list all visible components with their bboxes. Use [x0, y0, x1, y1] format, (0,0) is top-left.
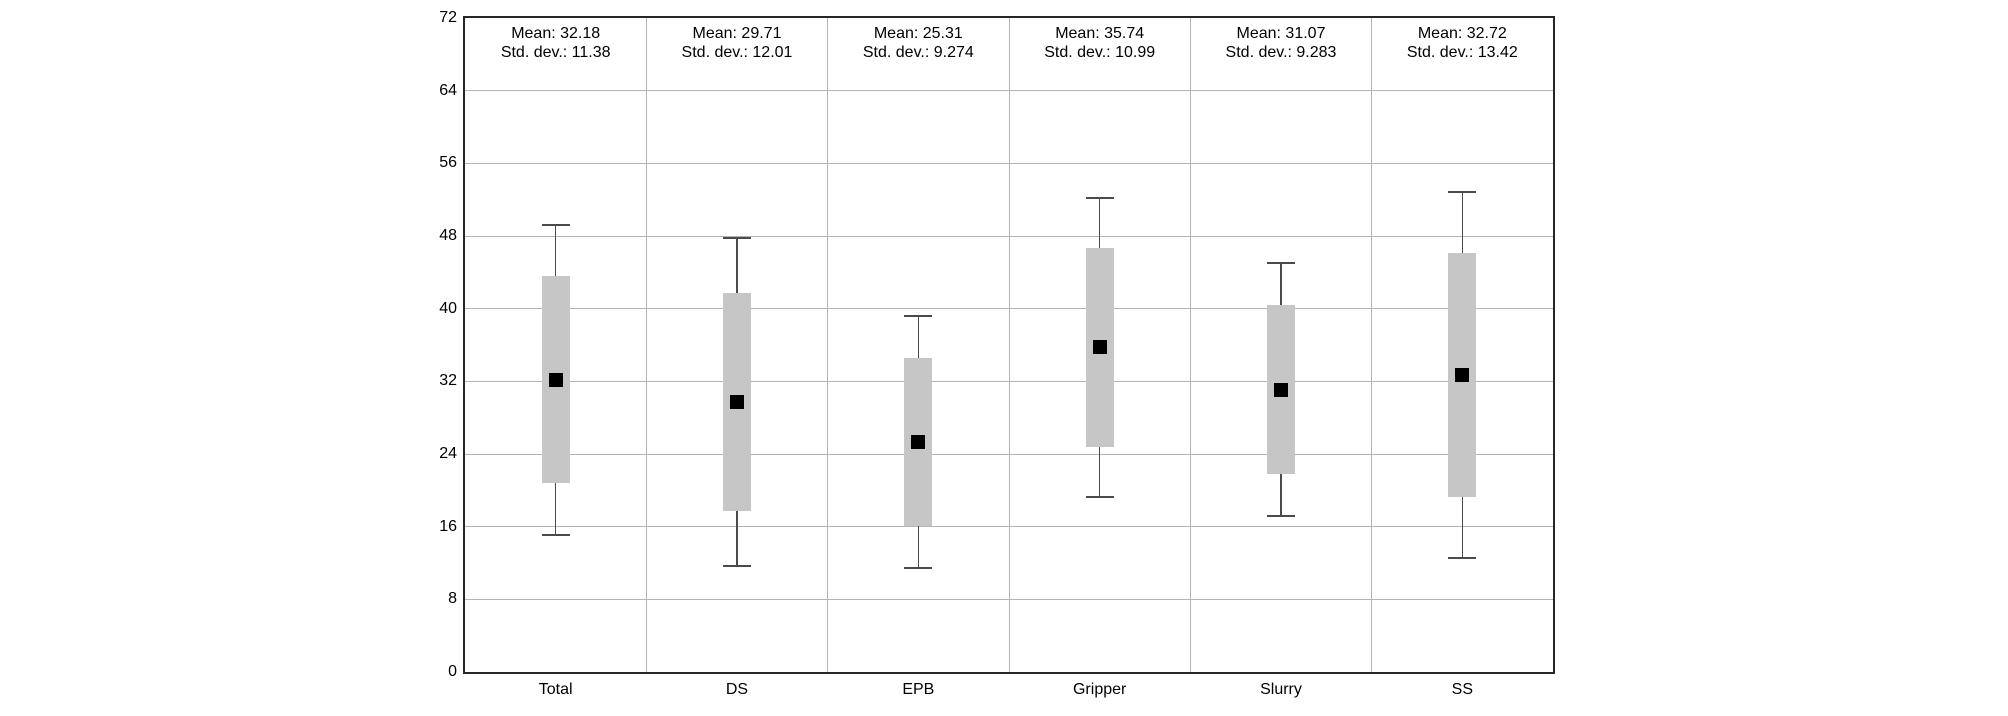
stat-annotation: Mean: 31.07 Std. dev.: 9.283 — [1190, 24, 1371, 62]
panel-divider — [827, 18, 829, 672]
category-label: EPB — [902, 681, 935, 698]
y-tick-label: 0 — [448, 663, 457, 680]
std-dev-label: Std. dev.: 11.38 — [500, 44, 611, 61]
mean-value-label: Mean: 25.31 — [873, 25, 963, 42]
y-tick-label: 48 — [439, 227, 457, 244]
mean-marker — [1092, 340, 1107, 355]
panel-divider — [645, 18, 647, 672]
whisker-cap-bottom — [1448, 556, 1477, 559]
stat-annotation: Mean: 29.71 Std. dev.: 12.01 — [646, 24, 827, 62]
y-tick-label: 56 — [439, 154, 457, 172]
y-tick-label: 24 — [439, 445, 457, 462]
whisker-cap-top — [1085, 196, 1114, 199]
whisker-cap-bottom — [1085, 496, 1114, 499]
std-dev-label: Std. dev.: 9.274 — [862, 44, 974, 61]
y-tick-label: 72 — [439, 9, 457, 26]
category-label: DS — [725, 681, 749, 698]
y-tick-label: 16 — [439, 517, 457, 535]
whisker-cap-bottom — [904, 567, 933, 570]
std-dev-label: Std. dev.: 9.283 — [1225, 44, 1337, 61]
panel-divider — [1008, 18, 1010, 672]
stat-annotation: Mean: 25.31 Std. dev.: 9.274 — [828, 24, 1009, 62]
mean-marker — [1455, 367, 1470, 382]
mean-value-label: Mean: 32.72 — [1417, 25, 1507, 42]
category-label: Total — [538, 681, 573, 698]
y-tick-label: 32 — [439, 372, 457, 390]
category-label: SS — [1451, 681, 1473, 698]
mean-marker — [730, 395, 744, 410]
std-dev-label: Std. dev.: 12.01 — [681, 44, 793, 61]
stat-annotation: Mean: 32.18 Std. dev.: 11.38 — [465, 24, 646, 62]
mean-marker — [1274, 382, 1288, 397]
panel-divider — [1189, 18, 1191, 672]
whisker-cap-top — [723, 237, 751, 240]
whisker-cap-top — [1448, 190, 1477, 193]
std-dev-label: Std. dev.: 10.99 — [1044, 44, 1156, 61]
std-dev-label: Std. dev.: 13.42 — [1406, 44, 1518, 61]
whisker-cap-bottom — [723, 564, 751, 567]
category-label: Slurry — [1260, 681, 1302, 698]
mean-value-label: Mean: 29.71 — [692, 25, 782, 42]
whisker-cap-top — [541, 223, 570, 226]
stat-annotation: Mean: 32.72 Std. dev.: 13.42 — [1372, 24, 1553, 62]
whisker-cap-bottom — [541, 533, 570, 536]
y-tick-label: 8 — [448, 590, 457, 608]
whisker-cap-top — [904, 314, 933, 317]
whisker-cap-top — [1267, 262, 1295, 265]
stat-annotation: Mean: 35.74 Std. dev.: 10.99 — [1009, 24, 1190, 62]
category-label: Gripper — [1072, 681, 1127, 698]
plot-area: Mean: 32.18 Std. dev.: 11.38 Mean: 29.71 St… — [463, 16, 1555, 674]
mean-marker — [548, 372, 563, 387]
mean-value-label: Mean: 31.07 — [1236, 25, 1326, 42]
y-tick-label: 64 — [439, 81, 457, 99]
panel-divider — [1371, 18, 1373, 672]
mean-value-label: Mean: 32.18 — [511, 25, 601, 42]
whisker-cap-bottom — [1267, 515, 1295, 518]
y-tick-label: 40 — [439, 299, 457, 317]
mean-marker — [911, 435, 926, 450]
mean-value-label: Mean: 35.74 — [1055, 25, 1145, 42]
